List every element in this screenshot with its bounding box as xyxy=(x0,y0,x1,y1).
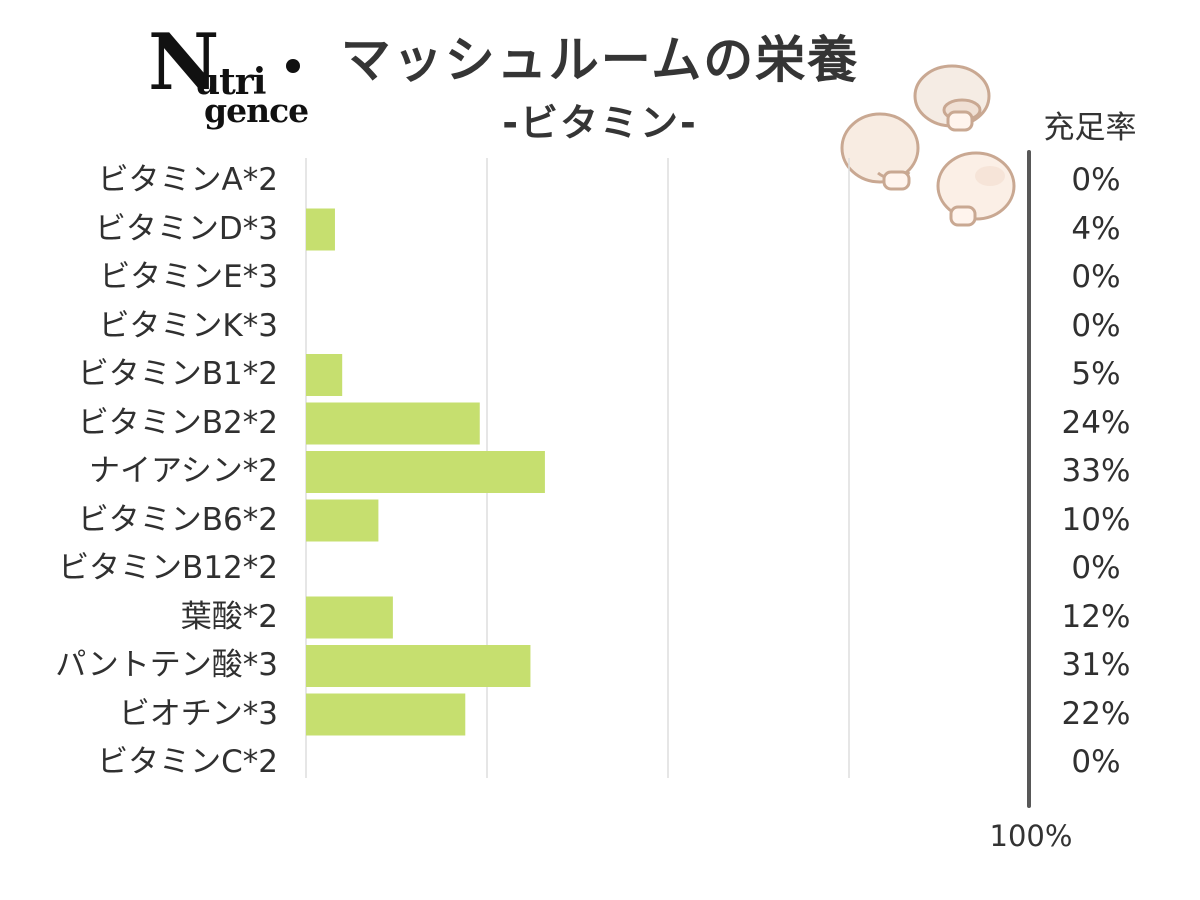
bar-4 xyxy=(306,354,343,396)
value-label: 24% xyxy=(1061,404,1131,441)
category-label: ビタミンB12*2 xyxy=(58,550,278,586)
chart-title: マッシュルームの栄養 xyxy=(340,31,860,89)
axis-max-label: 100% xyxy=(989,819,1073,853)
logo-text-line2: gence xyxy=(204,91,309,130)
category-label: ビオチン*3 xyxy=(118,695,278,732)
bar-11 xyxy=(306,693,466,736)
category-label: ビタミンB2*2 xyxy=(77,404,278,441)
value-label: 0% xyxy=(1071,162,1121,198)
mushroom-icon-top xyxy=(913,64,991,132)
value-label: 0% xyxy=(1071,259,1121,295)
category-label: ビタミンK*3 xyxy=(98,307,278,344)
value-label: 33% xyxy=(1061,453,1131,489)
value-label: 5% xyxy=(1071,356,1121,392)
logo-dot xyxy=(286,59,300,73)
logo-letter: N xyxy=(148,17,219,108)
right-divider-line xyxy=(1027,150,1031,808)
category-label: ビタミンE*3 xyxy=(99,259,278,295)
value-label: 0% xyxy=(1071,744,1121,780)
bar-1 xyxy=(306,208,335,251)
value-label: 22% xyxy=(1061,695,1131,732)
category-label: ビタミンB1*2 xyxy=(77,356,278,392)
value-label: 4% xyxy=(1071,210,1121,247)
category-label: ビタミンB6*2 xyxy=(77,501,278,538)
value-label: 12% xyxy=(1061,598,1131,635)
value-label: 10% xyxy=(1061,501,1131,538)
fulfillment-rate-header: 充足率 xyxy=(1043,110,1137,146)
bar-6 xyxy=(306,451,545,493)
logo-text-line1: utri xyxy=(194,61,266,103)
bar-9 xyxy=(306,596,393,639)
bar-10 xyxy=(306,645,531,687)
category-label: 葉酸*2 xyxy=(180,598,278,635)
bar-7 xyxy=(306,499,379,542)
brand-logo: N utri gence xyxy=(148,24,313,136)
category-label: ビタミンD*3 xyxy=(94,210,278,247)
value-label: 31% xyxy=(1061,647,1131,683)
category-label: ナイアシン*2 xyxy=(89,453,278,489)
mushroom-icon-left xyxy=(840,112,920,191)
bar-5 xyxy=(306,402,480,445)
chart-subtitle: -ビタミン- xyxy=(502,101,698,145)
category-label: パントテン酸*3 xyxy=(55,647,278,683)
value-label: 0% xyxy=(1071,550,1121,586)
category-label: ビタミンA*2 xyxy=(97,162,278,198)
value-label: 0% xyxy=(1071,307,1121,344)
mushroom-icon-right xyxy=(936,151,1016,227)
mushroom-illustration xyxy=(840,64,1016,227)
category-label: ビタミンC*2 xyxy=(97,744,278,780)
